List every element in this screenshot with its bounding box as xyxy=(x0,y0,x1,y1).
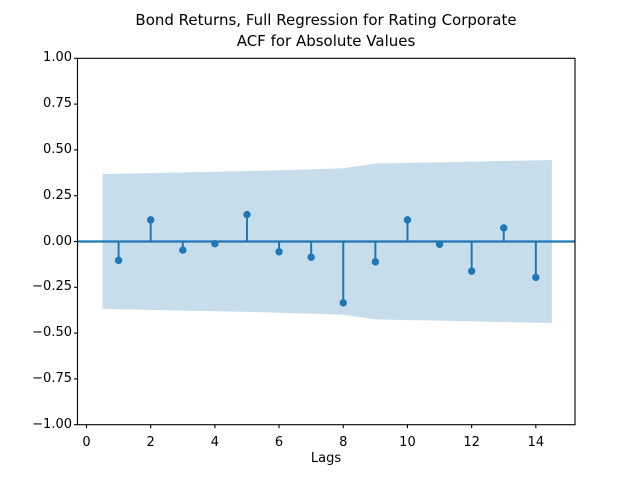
x-tick-label: 10 xyxy=(399,435,416,451)
y-tick-label: 0.25 xyxy=(43,187,72,203)
y-tick-label: −1.00 xyxy=(32,416,72,432)
x-tick-label: 2 xyxy=(146,435,155,451)
acf-point-lag-5 xyxy=(243,210,251,219)
chart-title-line2: ACF for Absolute Values xyxy=(236,32,416,50)
y-tick-label: 0.75 xyxy=(43,96,72,112)
x-tick-label: 0 xyxy=(82,435,91,451)
y-tick-label: −0.75 xyxy=(32,370,72,386)
acf-point-lag-9 xyxy=(371,258,380,266)
x-tick-label: 8 xyxy=(339,435,348,451)
acf-point-lag-2 xyxy=(146,216,155,224)
x-tick-label: 4 xyxy=(210,435,219,451)
acf-point-lag-10 xyxy=(403,216,412,224)
acf-point-lag-8 xyxy=(339,299,347,307)
y-tick-label: 1.00 xyxy=(43,50,72,66)
acf-point-lag-12 xyxy=(467,267,476,275)
acf-point-lag-4 xyxy=(211,239,219,248)
x-tick-label: 14 xyxy=(527,435,545,451)
x-tick-label: 12 xyxy=(463,435,480,451)
acf-point-lag-6 xyxy=(275,248,283,256)
y-tick-label: −0.50 xyxy=(32,325,72,341)
chart-title-line1: Bond Returns, Full Regression for Rating… xyxy=(135,11,517,29)
x-tick-label: 6 xyxy=(274,435,284,451)
y-tick-label: 0.50 xyxy=(43,141,72,157)
acf-point-lag-1 xyxy=(114,256,123,265)
y-tick-label: 0.00 xyxy=(43,233,72,249)
acf-point-lag-13 xyxy=(500,224,508,232)
acf-point-lag-3 xyxy=(179,246,187,254)
acf-point-lag-11 xyxy=(435,240,444,248)
x-axis-label: Lags xyxy=(310,451,342,466)
y-tick-label: −0.25 xyxy=(32,279,72,295)
acf-point-lag-7 xyxy=(307,253,315,261)
acf-point-lag-14 xyxy=(532,273,540,282)
